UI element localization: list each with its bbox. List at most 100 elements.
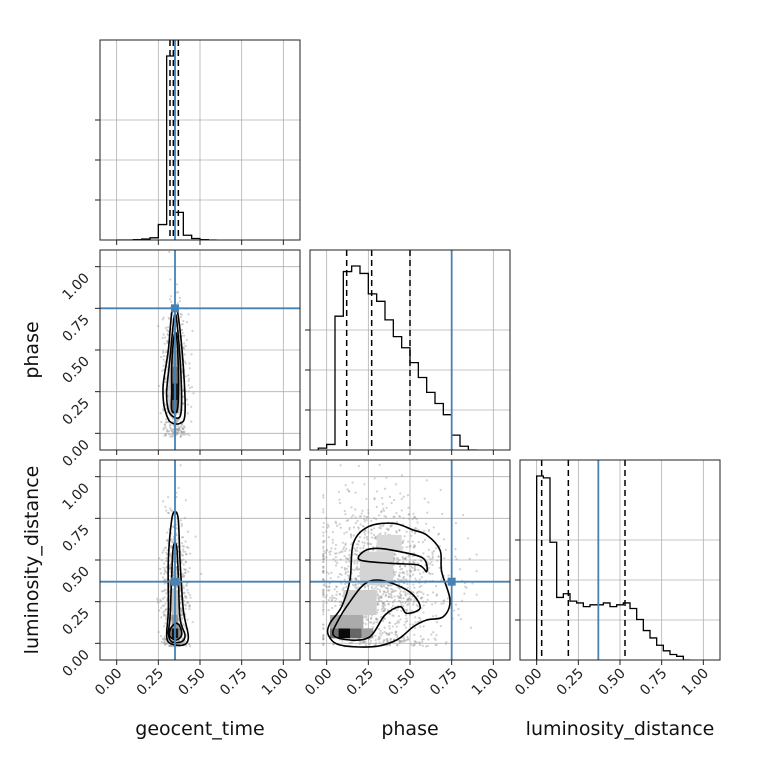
scatter-point bbox=[347, 558, 350, 561]
scatter-point bbox=[396, 560, 399, 563]
scatter-point bbox=[399, 590, 402, 593]
contour-line bbox=[332, 579, 421, 641]
scatter-point bbox=[389, 637, 392, 640]
scatter-point bbox=[405, 609, 408, 612]
scatter-point bbox=[385, 638, 388, 641]
scatter-point bbox=[162, 549, 165, 552]
scatter-point bbox=[182, 623, 185, 626]
scatter-point bbox=[187, 546, 190, 549]
scatter-point bbox=[376, 608, 380, 612]
scatter-point bbox=[187, 377, 191, 381]
scatter-point bbox=[162, 364, 165, 367]
scatter-point bbox=[370, 621, 373, 624]
scatter-point bbox=[344, 585, 348, 588]
scatter-point bbox=[180, 558, 183, 562]
scatter-point bbox=[364, 622, 368, 626]
scatter-point bbox=[404, 601, 407, 605]
scatter-point bbox=[391, 588, 394, 591]
scatter-point bbox=[355, 567, 358, 570]
scatter-point bbox=[177, 428, 180, 431]
scatter-point bbox=[186, 601, 189, 604]
scatter-point bbox=[405, 570, 408, 573]
scatter-point bbox=[422, 552, 425, 555]
scatter-point bbox=[322, 511, 325, 514]
scatter-point bbox=[414, 621, 417, 624]
scatter-point bbox=[359, 547, 362, 550]
scatter-point bbox=[183, 591, 186, 594]
scatter-point bbox=[367, 512, 370, 515]
scatter-point bbox=[347, 489, 350, 492]
scatter-point bbox=[182, 548, 185, 551]
scatter-point bbox=[423, 538, 426, 542]
scatter-point bbox=[440, 602, 443, 605]
scatter-point bbox=[322, 608, 325, 611]
scatter-point bbox=[180, 429, 183, 433]
scatter-point bbox=[186, 412, 189, 415]
scatter-point bbox=[379, 600, 383, 603]
scatter-point bbox=[164, 326, 167, 329]
scatter-point bbox=[188, 593, 191, 597]
scatter-point bbox=[176, 301, 179, 305]
scatter-point bbox=[419, 619, 422, 622]
panel-luminosity_distance-geocent_time: 0.00 0.25 0.50 0.75 1.000.000.250.500.751.00 bbox=[59, 459, 301, 699]
scatter-point bbox=[383, 638, 386, 642]
scatter-point bbox=[343, 532, 346, 535]
scatter-point bbox=[409, 570, 412, 573]
scatter-point bbox=[392, 614, 395, 617]
scatter-point bbox=[159, 567, 162, 571]
xlabel-geocent-time: geocent_time bbox=[135, 718, 264, 740]
scatter-point bbox=[163, 392, 166, 395]
scatter-point bbox=[384, 515, 388, 519]
scatter-point bbox=[157, 601, 160, 604]
scatter-point bbox=[188, 642, 191, 645]
scatter-point bbox=[343, 545, 346, 549]
scatter-point bbox=[392, 600, 395, 603]
scatter-point bbox=[372, 527, 376, 530]
scatter-point bbox=[403, 578, 406, 581]
scatter-point bbox=[390, 631, 393, 634]
scatter-point bbox=[417, 616, 421, 619]
scatter-point bbox=[338, 592, 342, 596]
scatter-point bbox=[163, 637, 166, 640]
scatter-point bbox=[322, 578, 325, 581]
scatter-point bbox=[185, 582, 189, 585]
scatter-point bbox=[399, 515, 402, 518]
y-tick-label: 0.50 bbox=[59, 354, 92, 387]
scatter-point bbox=[322, 577, 325, 580]
scatter-point bbox=[399, 568, 402, 571]
scatter-point bbox=[393, 573, 397, 576]
scatter-point bbox=[422, 592, 425, 595]
scatter-point bbox=[381, 610, 384, 613]
scatter-point bbox=[383, 590, 386, 593]
scatter-point bbox=[437, 555, 440, 558]
scatter-point bbox=[175, 432, 178, 436]
scatter-point bbox=[363, 585, 366, 588]
scatter-point bbox=[171, 540, 174, 543]
x-tick-label: 0.75 bbox=[217, 666, 250, 699]
scatter-point bbox=[406, 638, 409, 641]
scatter-point bbox=[186, 588, 189, 592]
scatter-point bbox=[382, 609, 386, 612]
scatter-point bbox=[369, 543, 373, 546]
scatter-point bbox=[411, 540, 414, 543]
scatter-point bbox=[187, 591, 190, 594]
scatter-point bbox=[179, 315, 183, 318]
scatter-point bbox=[350, 506, 353, 509]
scatter-point bbox=[360, 512, 363, 515]
scatter-point bbox=[183, 517, 186, 520]
scatter-point bbox=[439, 488, 442, 492]
scatter-point bbox=[428, 572, 431, 575]
scatter-point bbox=[422, 637, 425, 641]
scatter-point bbox=[431, 551, 434, 554]
scatter-point bbox=[442, 602, 445, 605]
scatter-point bbox=[352, 514, 355, 517]
scatter-point bbox=[463, 582, 467, 585]
scatter-point bbox=[166, 430, 169, 433]
scatter-point bbox=[188, 607, 191, 611]
scatter-point bbox=[170, 552, 173, 555]
scatter-point bbox=[182, 347, 185, 350]
scatter-point bbox=[183, 433, 186, 436]
scatter-point bbox=[365, 618, 368, 621]
scatter-point bbox=[334, 547, 337, 550]
scatter-point bbox=[419, 596, 423, 600]
